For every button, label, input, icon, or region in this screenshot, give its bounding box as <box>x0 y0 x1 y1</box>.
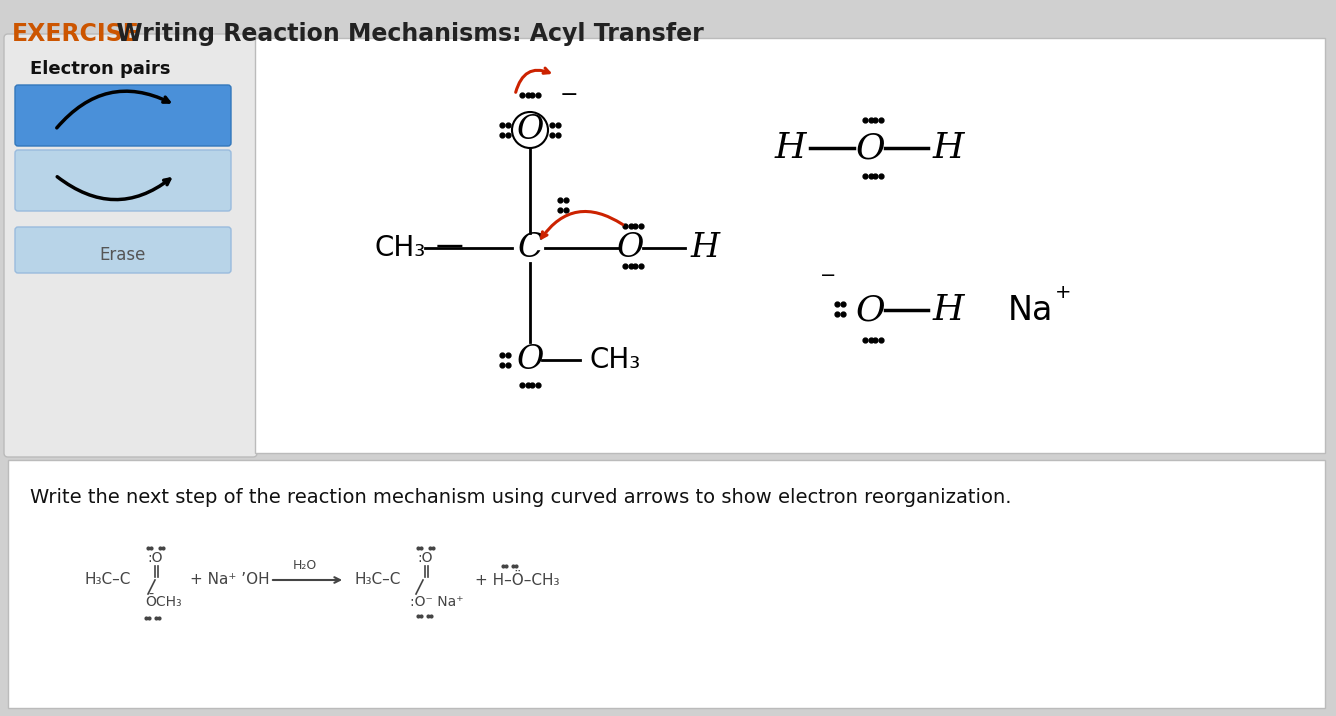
FancyBboxPatch shape <box>15 150 231 211</box>
FancyBboxPatch shape <box>15 227 231 273</box>
Text: Write the next step of the reaction mechanism using curved arrows to show electr: Write the next step of the reaction mech… <box>29 488 1011 507</box>
Text: Writing Reaction Mechanisms: Acyl Transfer: Writing Reaction Mechanisms: Acyl Transf… <box>100 22 704 46</box>
Text: :O⁻ Na⁺: :O⁻ Na⁺ <box>410 595 464 609</box>
Text: H₃C–C: H₃C–C <box>355 573 401 588</box>
Text: Na: Na <box>1007 294 1053 326</box>
Text: :O: :O <box>147 551 163 565</box>
Text: H: H <box>775 131 806 165</box>
Text: H: H <box>933 131 963 165</box>
Text: +: + <box>1055 283 1071 301</box>
Text: Electron pairs: Electron pairs <box>29 60 171 78</box>
Text: H₃C–C: H₃C–C <box>86 573 131 588</box>
FancyBboxPatch shape <box>4 34 257 457</box>
Text: —: — <box>436 232 464 260</box>
FancyBboxPatch shape <box>15 85 231 146</box>
Text: CH₃: CH₃ <box>374 234 426 262</box>
Text: O: O <box>616 232 644 264</box>
Text: −: − <box>560 85 578 105</box>
Text: ŌCH₃: ŌCH₃ <box>146 595 182 609</box>
Text: O: O <box>516 344 544 376</box>
Text: H₂O: H₂O <box>293 559 317 572</box>
Text: + Na⁺ ʼOH: + Na⁺ ʼOH <box>190 573 270 588</box>
Text: Erase: Erase <box>100 246 146 264</box>
Text: O: O <box>855 293 884 327</box>
FancyBboxPatch shape <box>8 460 1325 708</box>
Text: H: H <box>933 293 963 327</box>
Text: O: O <box>855 131 884 165</box>
FancyBboxPatch shape <box>255 38 1325 453</box>
Text: :O: :O <box>417 551 433 565</box>
Text: CH₃: CH₃ <box>589 346 641 374</box>
Text: C: C <box>517 232 542 264</box>
Text: + H–Ö–CH₃: + H–Ö–CH₃ <box>476 573 560 588</box>
Text: O: O <box>516 114 544 146</box>
Text: −: − <box>820 266 836 284</box>
Text: EXERCISE: EXERCISE <box>12 22 140 46</box>
Text: H: H <box>691 232 720 264</box>
